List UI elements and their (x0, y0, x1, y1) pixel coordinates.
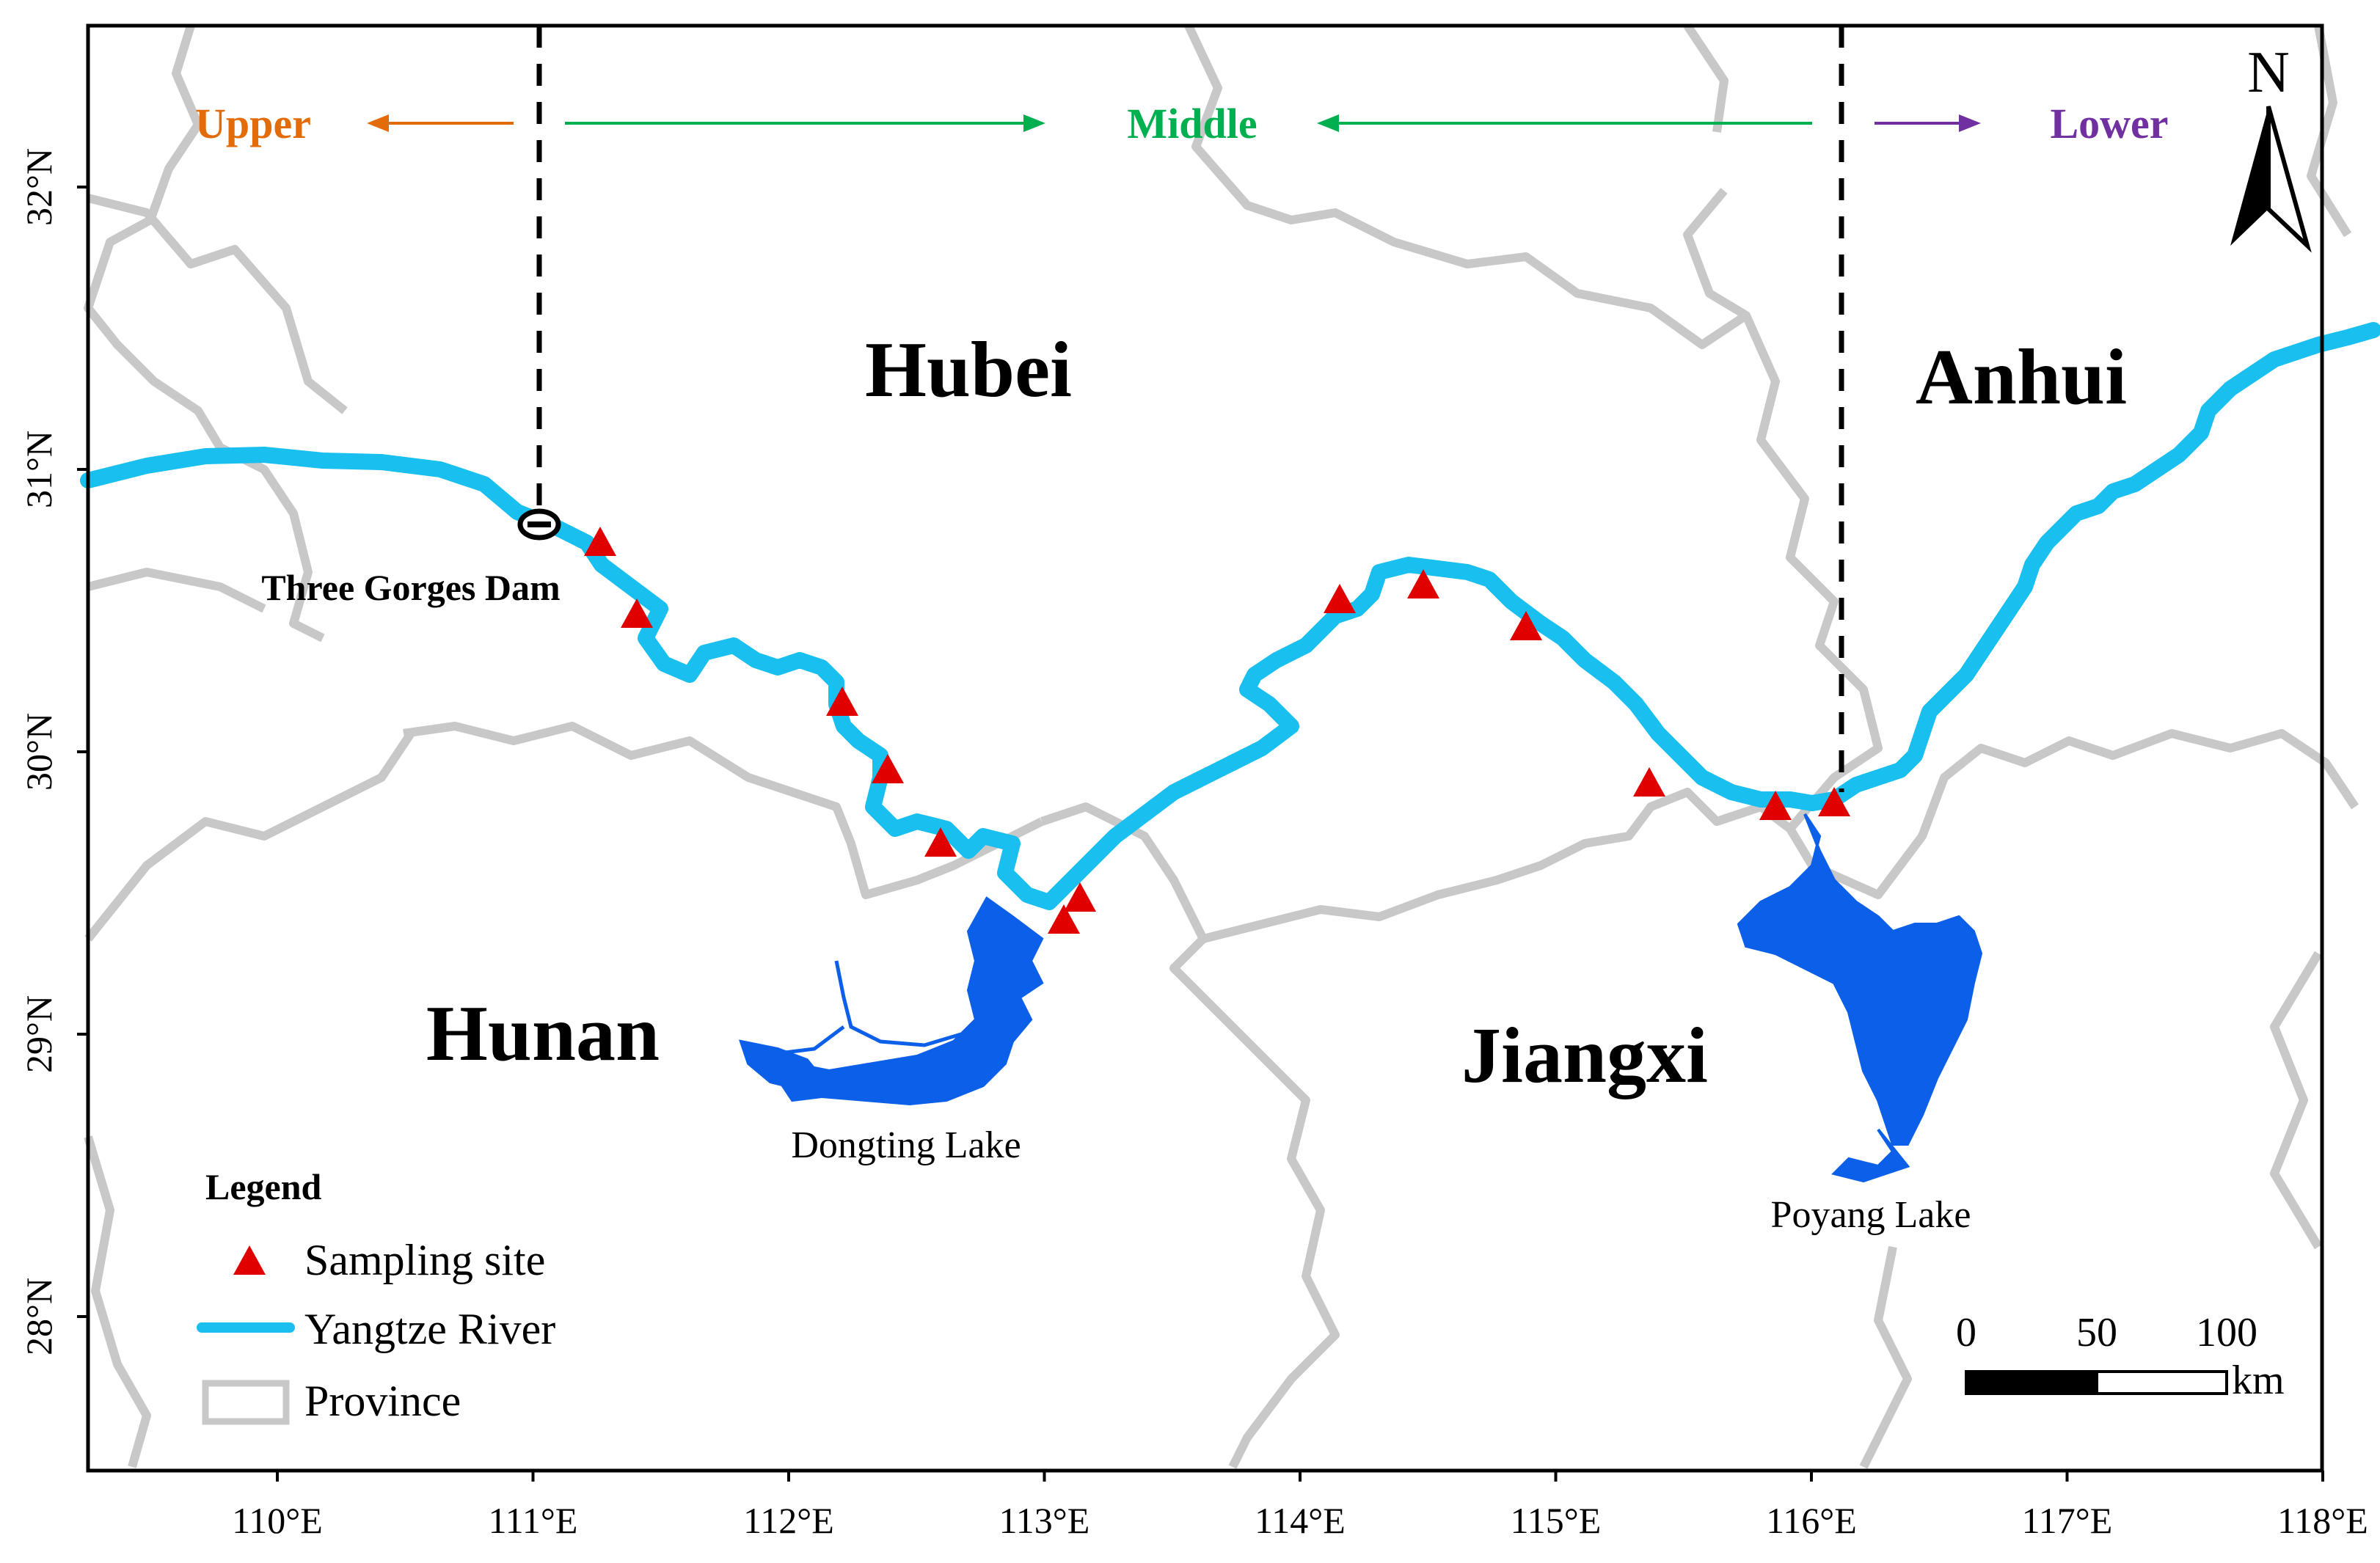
poyang-lake (1737, 813, 1983, 1183)
province-boundaries (84, 23, 2359, 1469)
sampling-site-marker (826, 687, 858, 716)
province-border (84, 24, 325, 643)
province-border (1184, 23, 1751, 349)
legend-province-symbol (202, 1380, 290, 1425)
province-border (403, 722, 1044, 899)
sampling-site-marker (1324, 584, 1356, 613)
province-label-hubei: Hubei (865, 326, 1072, 414)
scale-tick-100: 100 (2196, 1310, 2257, 1355)
province-border (1859, 1245, 1912, 1469)
y-tick-label: 32°N (18, 148, 59, 226)
sampling-site-marker (924, 827, 957, 857)
y-tick-label: 30°N (18, 713, 59, 791)
legend: Legend Sampling site Yangtze River Provi… (197, 1166, 555, 1425)
province-border (87, 194, 348, 414)
sampling-sites (584, 527, 1850, 934)
sampling-site-marker (621, 599, 653, 628)
north-label: N (2247, 40, 2290, 105)
province-border (1040, 802, 1340, 1469)
x-tick-label: 110°E (232, 1500, 323, 1541)
province-border (1202, 788, 1793, 943)
province-border (1684, 23, 1729, 133)
map-frame (86, 23, 2324, 1473)
scale-bar: 0 50 100 km (1956, 1310, 2285, 1403)
x-tick-label: 112°E (743, 1500, 834, 1541)
province-border (87, 568, 266, 613)
lower-arrow (1875, 114, 1981, 132)
province-border (1786, 729, 2359, 899)
scale-unit: km (2232, 1358, 2285, 1403)
province-border (2307, 24, 2352, 238)
x-tick-label: 115°E (1511, 1500, 1602, 1541)
province-border (84, 731, 415, 942)
scale-tick-0: 0 (1956, 1310, 1976, 1355)
y-axis: 32°N 31°N 30°N 29°N 28°N (18, 148, 88, 1355)
sampling-site-marker (872, 754, 904, 783)
sampling-site-marker (1818, 787, 1850, 816)
place-label-poyang: Poyang Lake (1771, 1194, 1971, 1236)
middle-arrow-right (565, 114, 1045, 132)
three-gorges-dam-marker (517, 508, 561, 541)
province-label-hunan: Hunan (426, 990, 660, 1077)
x-tick-label: 117°E (2022, 1500, 2113, 1541)
sampling-site-marker (584, 527, 616, 556)
sampling-site-marker (1048, 904, 1080, 934)
lower-label: Lower (2050, 100, 2168, 147)
province-border (2270, 951, 2323, 1250)
x-tick-label: 111°E (489, 1500, 578, 1541)
north-arrow: N (2230, 40, 2312, 253)
sampling-site-marker (1407, 569, 1439, 599)
yangtze-river (80, 322, 2380, 910)
middle-label: Middle (1127, 100, 1257, 147)
legend-item-river: Yangtze River (304, 1305, 555, 1353)
place-label-dam: Three Gorges Dam (261, 567, 560, 608)
y-tick-label: 29°N (18, 995, 59, 1073)
place-label-dongting: Dongting Lake (791, 1124, 1021, 1166)
legend-item-province: Province (304, 1377, 461, 1425)
legend-site-symbol (233, 1245, 266, 1275)
sampling-site-marker (1633, 767, 1665, 797)
upper-arrow (367, 114, 514, 132)
y-tick-label: 31°N (18, 431, 59, 508)
province-label-jiangxi: Jiangxi (1461, 1012, 1708, 1099)
x-tick-label: 114°E (1255, 1500, 1346, 1541)
x-tick-label: 113°E (999, 1500, 1090, 1541)
sampling-site-marker (1064, 882, 1096, 912)
sampling-site-marker (1510, 611, 1542, 640)
province-label-anhui: Anhui (1916, 334, 2127, 421)
upper-label: Upper (195, 100, 311, 147)
x-tick-label: 118°E (2277, 1500, 2368, 1541)
legend-title: Legend (205, 1166, 322, 1207)
legend-item-site: Sampling site (304, 1236, 545, 1284)
x-axis: 110°E 111°E 112°E 113°E 114°E 115°E 116°E 117°E… (232, 1471, 2368, 1541)
province-border (84, 1135, 151, 1468)
x-tick-label: 116°E (1766, 1500, 1857, 1541)
dongting-lake (739, 896, 1044, 1106)
y-tick-label: 28°N (18, 1278, 59, 1355)
middle-arrow-left (1317, 114, 1812, 132)
scale-tick-50: 50 (2076, 1310, 2117, 1355)
province-border (1742, 313, 1883, 832)
sampling-site-marker (1759, 791, 1792, 820)
